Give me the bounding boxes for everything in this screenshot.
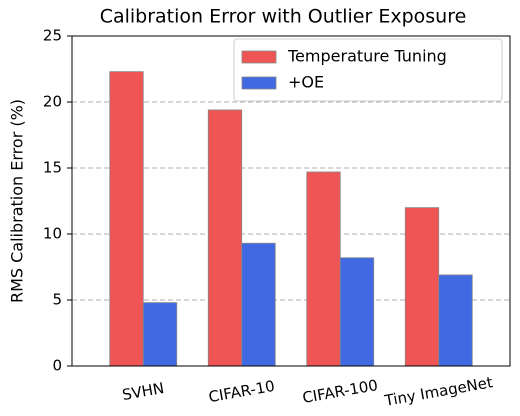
y-tick-label: 20 xyxy=(43,93,62,111)
bar xyxy=(339,257,375,367)
legend-swatch xyxy=(241,50,277,64)
bar xyxy=(404,207,440,367)
legend-swatch xyxy=(241,76,277,90)
x-tick-label: Tiny ImageNet xyxy=(382,373,494,410)
y-tick-label: 25 xyxy=(43,27,62,45)
bar xyxy=(142,302,178,367)
y-tick-label: 5 xyxy=(52,291,62,309)
bar xyxy=(109,71,144,367)
x-tick-label: CIFAR-10 xyxy=(207,377,276,406)
legend-box xyxy=(233,38,503,102)
legend-label: Temperature Tuning xyxy=(287,47,447,66)
y-tick-label: 10 xyxy=(43,225,62,243)
y-tick-label: 0 xyxy=(52,357,62,375)
bar xyxy=(207,109,243,367)
legend-label: +OE xyxy=(288,73,324,92)
x-tick-label: SVHN xyxy=(121,379,166,404)
bar xyxy=(438,274,473,367)
x-tick-label: CIFAR-100 xyxy=(301,376,379,407)
plot-frame xyxy=(71,35,511,367)
bar xyxy=(306,171,341,367)
y-axis-label: RMS Calibration Error (%) xyxy=(8,99,27,303)
chart-title: Calibration Error with Outlier Exposure xyxy=(100,6,467,28)
bar xyxy=(241,242,276,367)
y-tick-label: 15 xyxy=(43,159,62,177)
